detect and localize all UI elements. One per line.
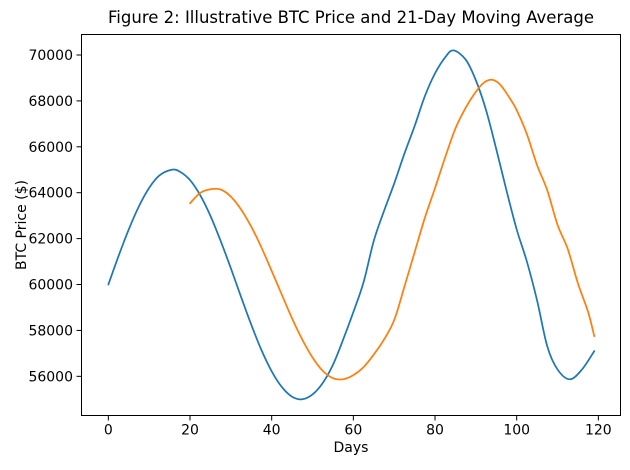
chart-title: Figure 2: Illustrative BTC Price and 21-… <box>108 8 594 27</box>
x-tick-label: 0 <box>104 423 113 439</box>
y-axis-label: BTC Price ($) <box>14 180 30 270</box>
x-tick-label: 120 <box>585 423 612 439</box>
y-tick-label: 56000 <box>28 369 73 385</box>
x-tick-label: 80 <box>426 423 444 439</box>
x-tick-label: 40 <box>263 423 281 439</box>
y-tick-label: 68000 <box>28 94 73 110</box>
x-axis-label: Days <box>333 440 369 456</box>
x-axis-ticks: 0 20 40 60 80 100 120 <box>104 415 612 439</box>
y-tick-label: 60000 <box>28 278 73 294</box>
x-tick-label: 60 <box>344 423 362 439</box>
y-axis-ticks: 56000 58000 60000 62000 64000 66000 68000 70000 <box>28 48 82 385</box>
y-tick-label: 58000 <box>28 323 73 339</box>
x-tick-label: 100 <box>503 423 530 439</box>
axes-spines <box>81 34 621 416</box>
y-tick-label: 64000 <box>28 186 73 202</box>
x-tick-label: 20 <box>181 423 199 439</box>
series-line-moving-average <box>189 78 596 381</box>
series-line-btc-price <box>107 49 596 401</box>
y-tick-label: 70000 <box>28 48 73 64</box>
y-tick-label: 66000 <box>28 140 73 156</box>
y-tick-label: 62000 <box>28 232 73 248</box>
